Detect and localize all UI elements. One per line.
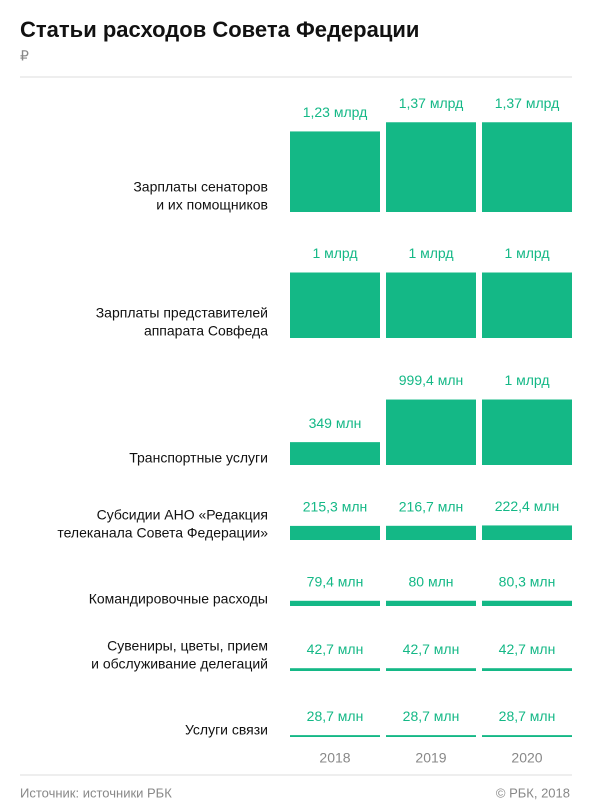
bar [386,525,476,540]
bar [386,399,476,465]
row-label: Сувениры, цветы, прием [107,638,268,654]
row-label: и обслуживание делегаций [91,656,268,672]
row-label: Командировочные расходы [89,591,268,607]
bar [482,122,572,212]
credit: © РБК, 2018 [496,785,570,800]
row-label: телеканала Совета Федерации» [57,525,268,541]
bar [482,735,572,737]
row-label: Субсидии АНО «Редакция [97,507,268,523]
column-label: 2019 [415,750,446,766]
value-label: 1,37 млрд [399,95,464,111]
column-label: 2018 [319,750,350,766]
bar [290,600,380,606]
value-label: 1,23 млрд [303,104,368,120]
bar [482,668,572,671]
value-label: 42,7 млн [403,641,460,657]
value-label: 80,3 млн [499,573,556,589]
value-label: 28,7 млн [403,708,460,724]
row-label: Транспортные услуги [129,450,268,466]
bar [482,399,572,465]
value-label: 80 млн [409,573,454,589]
value-label: 1 млрд [312,245,357,261]
bar [482,600,572,606]
bar [386,600,476,606]
bar [386,122,476,212]
bar [290,735,380,737]
value-label: 215,3 млн [303,499,367,515]
row-label: и их помощников [156,197,268,213]
value-label: 42,7 млн [307,641,364,657]
value-label: 1,37 млрд [495,95,560,111]
value-label: 42,7 млн [499,641,556,657]
row-label: Услуги связи [185,722,268,738]
chart-title: Статьи расходов Совета Федерации [20,17,419,42]
value-label: 222,4 млн [495,498,559,514]
value-label: 216,7 млн [399,499,463,515]
bar [290,525,380,540]
bar [290,272,380,338]
value-label: 28,7 млн [307,708,364,724]
bar [290,668,380,671]
bar [386,272,476,338]
row-label: аппарата Совфеда [144,323,268,339]
value-label: 1 млрд [504,372,549,388]
bar [482,272,572,338]
row-label: Зарплаты представителей [96,305,268,321]
bar [290,442,380,465]
bar [386,735,476,737]
value-label: 1 млрд [408,245,453,261]
value-label: 999,4 млн [399,372,463,388]
row-label: Зарплаты сенаторов [133,179,268,195]
bar [386,668,476,671]
bar [290,131,380,212]
value-label: 79,4 млн [307,574,364,590]
value-label: 1 млрд [504,245,549,261]
source: Источник: источники РБК [20,785,172,800]
value-label: 349 млн [309,415,362,431]
chart-subtitle: ₽ [20,48,29,64]
bar [482,525,572,540]
value-label: 28,7 млн [499,708,556,724]
column-label: 2020 [511,750,542,766]
